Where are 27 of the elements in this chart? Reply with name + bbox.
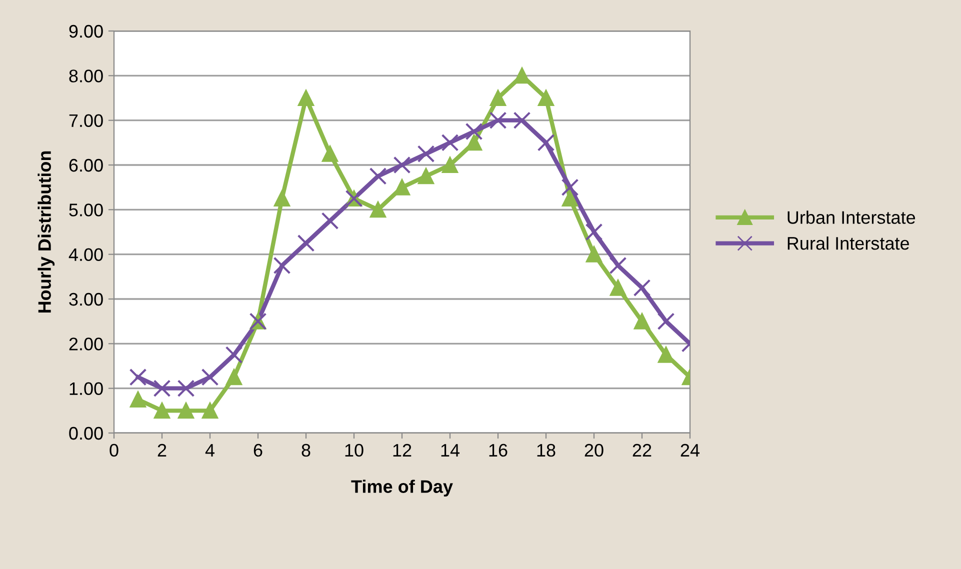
y-axis-title: Hourly Distribution (38, 151, 55, 313)
x-tick-label: 20 (584, 444, 604, 457)
legend-label: Rural Interstate (788, 236, 910, 250)
x-tick-label: 22 (632, 444, 652, 456)
x-axis-title: Time of Day (351, 480, 453, 497)
y-tick-label: 3.00 (69, 292, 103, 306)
x-tick-label: 0 (110, 444, 118, 457)
x-tick-label: 18 (537, 444, 556, 457)
x-tick-label: 4 (205, 444, 214, 456)
x-tick-label: 6 (254, 444, 262, 457)
y-tick-label: 1.00 (70, 382, 103, 396)
x-tick-label: 8 (302, 444, 310, 457)
y-tick-label: 5.00 (69, 204, 103, 216)
y-tick-label: 4.00 (68, 248, 103, 262)
legend-label: Urban Interstate (788, 210, 916, 224)
y-tick-label: 2.00 (69, 338, 103, 350)
x-tick-label: 14 (441, 444, 460, 456)
y-tick-label: 0.00 (69, 426, 103, 440)
x-tick-label: 10 (345, 444, 364, 457)
y-tick-label: 9.00 (69, 24, 103, 38)
y-tick-label: 7.00 (69, 114, 103, 128)
x-tick-label: 24 (680, 444, 700, 456)
x-tick-label: 12 (393, 444, 412, 456)
x-tick-label: 16 (489, 444, 508, 457)
y-tick-label: 6.00 (69, 158, 103, 172)
x-tick-label: 2 (158, 444, 166, 456)
y-tick-label: 8.00 (69, 70, 103, 82)
